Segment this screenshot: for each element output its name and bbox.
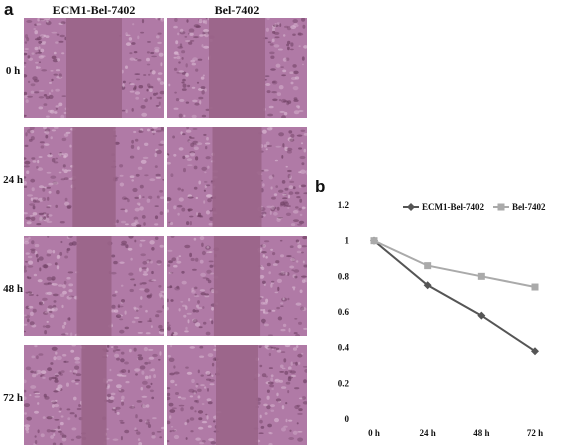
series-point-square [478, 273, 485, 280]
y-tick-label: 0 [345, 414, 350, 424]
column-label-ecm1: ECM1-Bel-7402 [24, 3, 164, 18]
panel-b-label: b [315, 178, 325, 195]
row-label-72h: 72 h [2, 392, 24, 404]
legend-marker-diamond [407, 203, 415, 211]
micrograph-ecm1-72h [24, 345, 164, 445]
micrograph-bel-48h [167, 236, 307, 336]
migration-line-chart: 0 0.2 0.4 0.6 0.8 1 1.2 0 h 24 h 48 h 72 h ECM1-Bel… [327, 190, 563, 440]
micrograph-bel-0h [167, 18, 307, 118]
legend-label: Bel-7402 [512, 202, 546, 212]
panel-a-label: a [4, 1, 13, 18]
x-tick-label: 48 h [473, 428, 489, 438]
micrograph-bel-72h [167, 345, 307, 445]
legend-label: ECM1-Bel-7402 [422, 202, 484, 212]
series-point-square [371, 237, 378, 244]
row-label-24h: 24 h [2, 174, 24, 186]
row-label-0h: 0 h [2, 65, 24, 77]
micrograph-bel-24h [167, 127, 307, 227]
micrograph-ecm1-24h [24, 127, 164, 227]
series-point-square [424, 262, 431, 269]
y-tick-label: 0.8 [338, 271, 350, 281]
series-line-0 [374, 241, 535, 352]
y-tick-label: 1.2 [338, 200, 350, 210]
series-line-1 [374, 241, 535, 287]
y-tick-label: 0.4 [338, 343, 350, 353]
x-tick-label: 24 h [420, 428, 436, 438]
y-tick-label: 0.6 [338, 307, 350, 317]
y-tick-label: 0.2 [338, 378, 350, 388]
y-tick-label: 1 [345, 236, 350, 246]
x-tick-label: 72 h [527, 428, 543, 438]
micrograph-ecm1-0h [24, 18, 164, 118]
legend-marker-square [498, 204, 505, 211]
row-label-48h: 48 h [2, 283, 24, 295]
x-tick-label: 0 h [368, 428, 380, 438]
series-point-square [532, 284, 539, 291]
column-label-bel: Bel-7402 [167, 3, 307, 18]
micrograph-ecm1-48h [24, 236, 164, 336]
